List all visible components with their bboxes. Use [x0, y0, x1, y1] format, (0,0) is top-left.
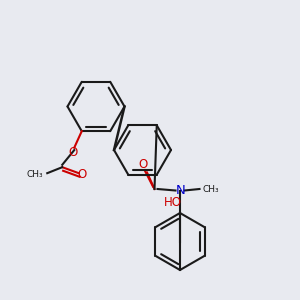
Text: CH₃: CH₃ — [26, 170, 43, 179]
Text: CH₃: CH₃ — [202, 184, 219, 194]
Text: N: N — [176, 184, 185, 197]
Text: O: O — [69, 146, 78, 159]
Text: HO: HO — [164, 196, 181, 209]
Text: O: O — [139, 158, 148, 172]
Text: O: O — [78, 168, 87, 181]
